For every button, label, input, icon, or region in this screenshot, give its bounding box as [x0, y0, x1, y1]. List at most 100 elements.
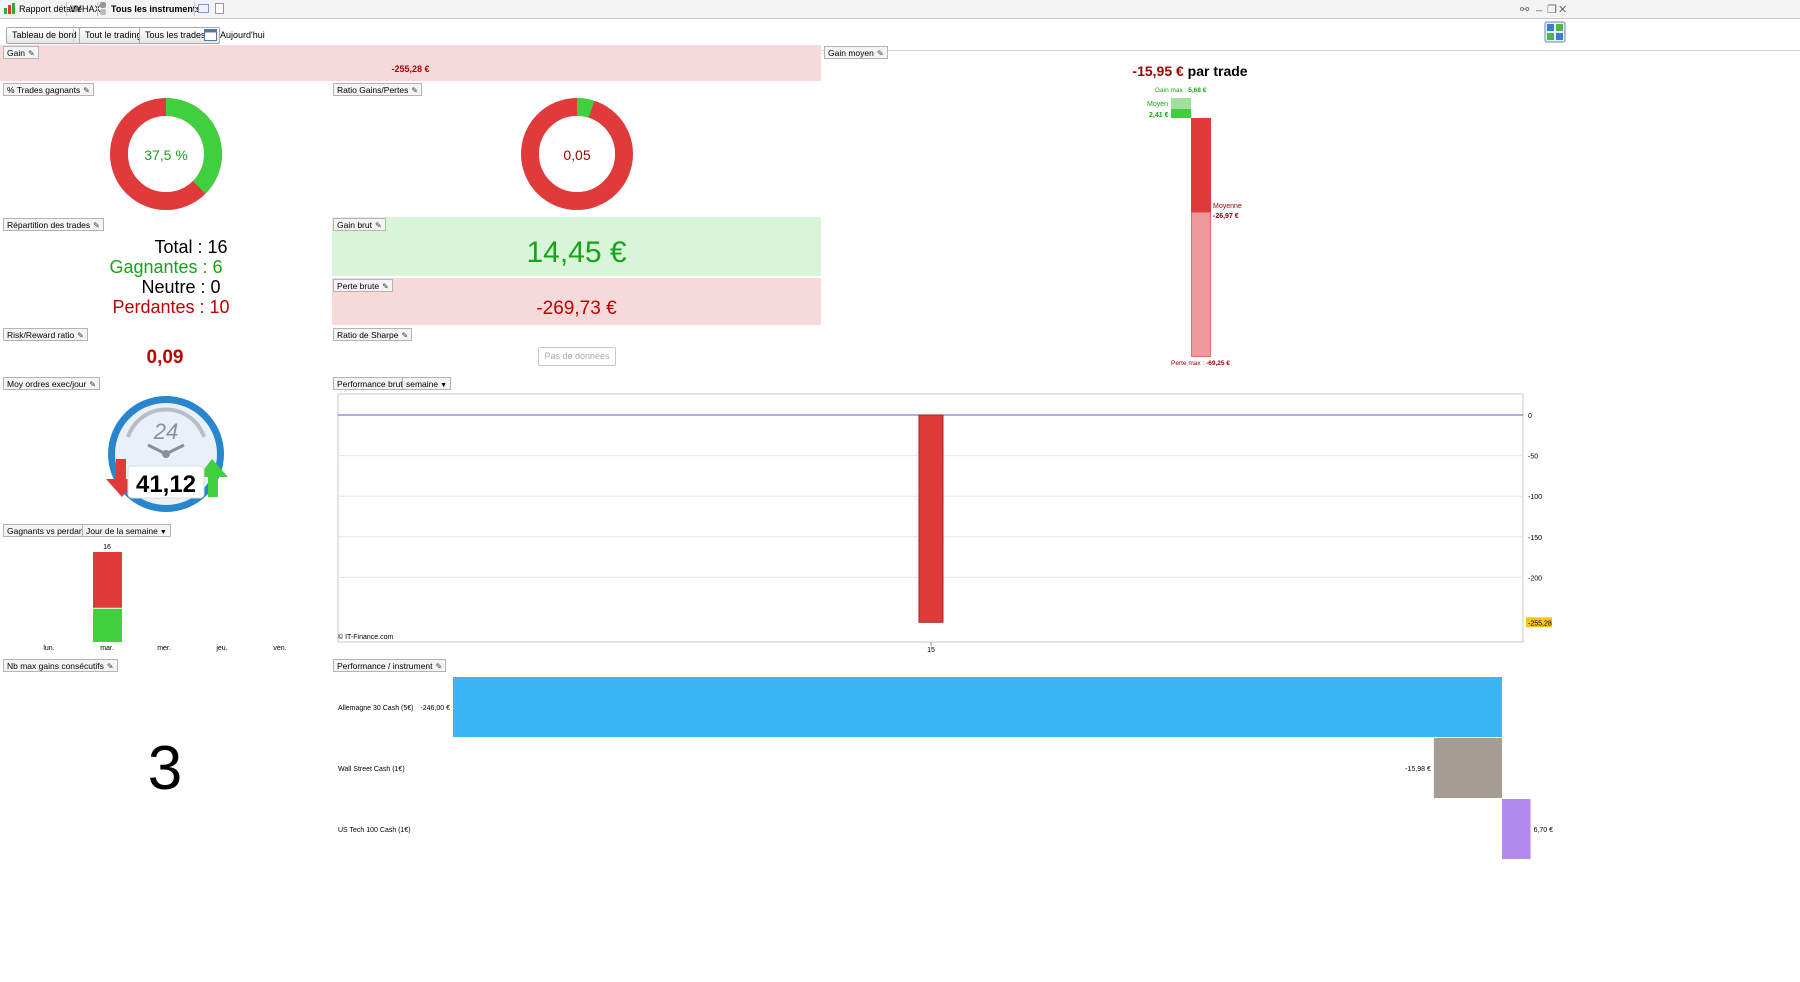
minimize-icon[interactable]: _	[1536, 0, 1543, 12]
close-icon[interactable]: ✕	[1558, 4, 1568, 16]
avg-gain-suffix: par trade	[1187, 63, 1248, 79]
group-mode-dropdown[interactable]: Jour de la semaine ▼	[82, 524, 171, 537]
pin-icon[interactable]: ✎	[27, 49, 35, 58]
y-tick-label: -200	[1528, 575, 1542, 582]
avg-loss-value: -26,97 €	[1213, 213, 1239, 220]
sharpe-no-data: Pas de données	[538, 347, 616, 366]
instrument-bar	[453, 677, 1502, 737]
avg-orders-gauge	[106, 396, 228, 512]
avg-loss-label: Moyenne	[1213, 203, 1242, 210]
instrument-bar	[1502, 799, 1531, 859]
day-label: ven.	[273, 645, 286, 652]
day-label: mar.	[100, 645, 114, 652]
distribution-widget-header[interactable]: Répartition des trades ✎	[3, 218, 104, 231]
instrument-value-label: -246,00 €	[420, 705, 450, 712]
sharpe-widget-header[interactable]: Ratio de Sharpe ✎	[333, 328, 413, 341]
instrument-label: US Tech 100 Cash (1€)	[338, 827, 411, 834]
losses-line: Perdantes : 10	[112, 297, 230, 317]
avg-gain-value: -15,95 €	[1132, 63, 1184, 79]
day-label: lun.	[43, 645, 54, 652]
share-icon[interactable]: ⚯	[1520, 4, 1530, 16]
avg-win-label: Moyen	[1147, 101, 1169, 108]
gross-loss-panel	[332, 278, 821, 325]
pin-icon[interactable]: ✎	[411, 86, 419, 95]
donut-gain-arc	[521, 98, 633, 210]
avg-gain-widget-header[interactable]: Gain moyen ✎	[824, 46, 888, 59]
calendar-icon[interactable]	[204, 28, 217, 46]
y-tick-label: -150	[1528, 535, 1542, 542]
title-bar: Rapport détaillé VYHAX Tous les instrume…	[0, 0, 1800, 19]
pin-icon[interactable]: ✎	[876, 49, 884, 58]
ratio-donut	[521, 98, 633, 210]
max-loss-label: Perte max : -69,25 €	[1171, 360, 1230, 367]
gross-loss-widget-header[interactable]: Perte brute ✎	[333, 279, 393, 292]
bar-total-label: 16	[103, 544, 111, 551]
avg-win-value: 2,41 €	[1149, 112, 1169, 119]
gross-loss-value: -269,73 €	[536, 298, 617, 319]
document-icon[interactable]	[215, 3, 224, 16]
instrument-value-label: 6,70 €	[1534, 827, 1554, 834]
max-loss-bar	[1191, 212, 1211, 357]
instrument-value-label: -15,98 €	[1405, 766, 1431, 773]
window-icon[interactable]	[198, 3, 209, 16]
instrument-label: Allemagne 30 Cash (5€)	[338, 705, 414, 712]
perf-instrument-widget-header[interactable]: Performance / instrument ✎	[333, 659, 447, 672]
avg-win-bar	[1171, 109, 1191, 118]
avg-orders-widget-header[interactable]: Moy ordres exec/jour ✎	[3, 377, 101, 390]
instrument-label: Wall Street Cash (1€)	[338, 766, 405, 773]
day-label: jeu.	[215, 645, 227, 652]
gain-panel	[0, 45, 821, 81]
gross-gain-value: 14,45 €	[526, 236, 627, 269]
risk-reward-widget-header[interactable]: Risk/Reward ratio ✎	[3, 328, 88, 341]
pin-icon[interactable]: ✎	[435, 662, 443, 671]
dashboard-settings-icon[interactable]	[1544, 21, 1566, 48]
restore-icon[interactable]: ❐	[1547, 4, 1557, 16]
loss-bar	[93, 552, 122, 609]
ratio-widget-header[interactable]: Ratio Gains/Pertes ✎	[333, 83, 423, 96]
avg-gain-value-line: -15,95 € par trade	[1090, 63, 1290, 79]
account-name[interactable]: VYHAX	[70, 4, 101, 14]
copyright: © IT-Finance.com	[338, 634, 394, 641]
x-tick-label: 15	[927, 647, 935, 654]
perf-bar	[918, 414, 944, 623]
instrument-bar	[1433, 738, 1502, 798]
distribution-list: Total : 16 Gagnantes : 6 Neutre : 0 Perd…	[0, 237, 330, 317]
pin-icon[interactable]: ✎	[77, 331, 84, 340]
pin-icon[interactable]: ✎	[106, 662, 114, 671]
last-value-badge	[1526, 617, 1552, 628]
max-consec-value: 3	[147, 734, 183, 803]
pin-icon[interactable]: ✎	[93, 221, 100, 230]
pin-icon[interactable]: ✎	[382, 282, 389, 291]
risk-reward-value: 0,09	[146, 347, 184, 368]
avg-orders-value: 41,12	[135, 471, 197, 498]
gross-perf-chart: 0 -50 -100 -150 -200 15 -255,28	[337, 393, 1552, 654]
gross-gain-widget-header[interactable]: Gain brut ✎	[333, 218, 386, 231]
neutral-line: Neutre : 0	[141, 277, 221, 297]
win-pct-value: 37,5 %	[144, 147, 188, 163]
period-dropdown[interactable]: semaine ▼	[402, 377, 452, 390]
app-icon	[4, 3, 15, 16]
winners-losers-chart: lun. 16 mar. mer. jeu. ven.	[43, 544, 286, 652]
report-title: Rapport détaillé	[19, 4, 83, 14]
max-consec-widget-header[interactable]: Nb max gains consécutifs ✎	[3, 659, 118, 672]
ratio-value: 0,05	[563, 147, 591, 163]
y-tick-label: 0	[1528, 413, 1532, 420]
today-button[interactable]: Aujourd'hui	[220, 30, 265, 40]
win-pct-widget-header[interactable]: % Trades gagnants ✎	[3, 83, 94, 96]
wins-line: Gagnantes : 6	[109, 257, 223, 277]
pin-icon[interactable]: ✎	[89, 380, 97, 389]
y-tick-label: -100	[1528, 494, 1542, 501]
avg-loss-bar	[1191, 118, 1211, 212]
win-bar	[93, 608, 122, 642]
gain-value: -255,28 €	[391, 64, 430, 74]
gain-widget-header[interactable]: Gain ✎	[3, 46, 39, 59]
account-icon	[100, 2, 106, 17]
day-label: mer.	[157, 645, 171, 652]
y-tick-label: -50	[1528, 454, 1538, 461]
max-gain-bar	[1171, 98, 1191, 109]
win-pct-donut	[110, 98, 222, 210]
pin-icon[interactable]: ✎	[401, 331, 409, 340]
pin-icon[interactable]: ✎	[374, 221, 382, 230]
pin-icon[interactable]: ✎	[83, 86, 90, 95]
clock-label: 24	[153, 419, 179, 444]
